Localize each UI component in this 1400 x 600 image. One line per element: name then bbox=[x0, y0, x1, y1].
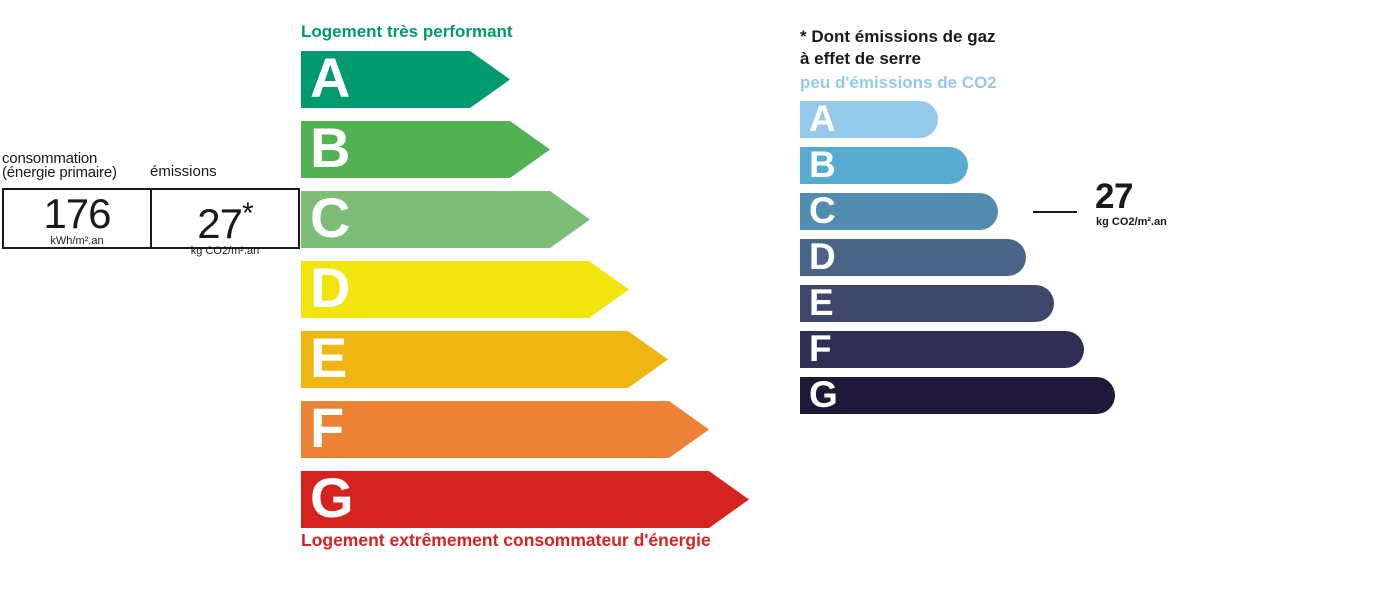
co2-indicator-line bbox=[1033, 211, 1077, 213]
co2-class-letter: F bbox=[809, 327, 832, 369]
co2-class-letter: C bbox=[809, 189, 836, 231]
energy-row-a: A bbox=[301, 51, 749, 108]
co2-row-a: A bbox=[800, 97, 1115, 139]
co2-bar-d: D bbox=[800, 235, 1026, 277]
consumption-unit: kWh/m².an bbox=[50, 235, 104, 247]
energy-row-d: D bbox=[301, 261, 749, 318]
co2-class-letter: A bbox=[809, 97, 836, 139]
energy-arrow-d: D bbox=[301, 261, 629, 318]
energy-arrow-a: A bbox=[301, 51, 510, 108]
co2-class-letter: B bbox=[809, 143, 836, 185]
energy-class-letter: C bbox=[310, 185, 351, 249]
co2-row-d: D bbox=[800, 235, 1115, 277]
co2-row-c: C bbox=[800, 189, 1115, 231]
consumption-label: consommation (énergie primaire) bbox=[2, 150, 117, 181]
co2-class-letter: D bbox=[809, 235, 836, 277]
energy-row-e: E bbox=[301, 331, 749, 388]
co2-indicator-unit: kg CO2/m².an bbox=[1096, 216, 1167, 228]
energy-class-letter: A bbox=[310, 45, 351, 109]
co2-bar-f: F bbox=[800, 327, 1084, 369]
emissions-value: 27* bbox=[197, 197, 254, 247]
energy-row-b: B bbox=[301, 121, 749, 178]
consumption-value: 176 bbox=[43, 190, 111, 237]
energy-class-letter: E bbox=[310, 325, 348, 389]
co2-bar-b: B bbox=[800, 143, 968, 185]
co2-header-line1: * Dont émissions de gaz bbox=[800, 27, 996, 46]
energy-arrow-f: F bbox=[301, 401, 709, 458]
consumption-label-line2: (énergie primaire) bbox=[2, 163, 117, 181]
co2-header: * Dont émissions de gaz à effet de serre bbox=[800, 26, 996, 70]
co2-class-letter: G bbox=[809, 373, 838, 415]
energy-arrow-b: B bbox=[301, 121, 550, 178]
co2-bar-c: C bbox=[800, 189, 998, 231]
co2-bar-a: A bbox=[800, 97, 938, 139]
co2-bar-e: E bbox=[800, 281, 1054, 323]
energy-row-g: G bbox=[301, 471, 749, 528]
emissions-cell: 27* kg CO2/m².an bbox=[152, 190, 298, 257]
energy-scale-title: Logement très performant bbox=[301, 22, 513, 41]
co2-row-e: E bbox=[800, 281, 1115, 323]
consumption-label-line1: consommation bbox=[2, 150, 98, 167]
consumption-cell: 176 kWh/m².an bbox=[4, 190, 152, 247]
energy-class-letter: G bbox=[310, 465, 354, 529]
energy-arrow-c: C bbox=[301, 191, 590, 248]
asterisk-mark: * bbox=[242, 197, 254, 230]
energy-class-letter: B bbox=[310, 115, 351, 179]
energy-row-c: C bbox=[301, 191, 749, 248]
co2-row-b: B bbox=[800, 143, 1115, 185]
values-box: 176 kWh/m².an 27* kg CO2/m².an bbox=[2, 188, 300, 257]
co2-subtitle: peu d'émissions de CO2 bbox=[800, 73, 997, 92]
co2-class-letter: E bbox=[809, 281, 834, 323]
co2-header-line2: à effet de serre bbox=[800, 49, 921, 68]
emissions-unit: kg CO2/m².an bbox=[190, 245, 260, 257]
emissions-label: émissions bbox=[150, 163, 217, 180]
energy-class-letter: D bbox=[310, 255, 351, 319]
energy-class-letter: F bbox=[310, 395, 345, 459]
energy-row-f: F bbox=[301, 401, 749, 458]
co2-indicator-value: 27 bbox=[1095, 177, 1133, 216]
energy-scale-footer: Logement extrêmement consommateur d'éner… bbox=[301, 530, 711, 550]
energy-arrow-e: E bbox=[301, 331, 668, 388]
co2-row-g: G bbox=[800, 373, 1115, 415]
co2-bar-g: G bbox=[800, 373, 1115, 415]
co2-row-f: F bbox=[800, 327, 1115, 369]
energy-arrow-g: G bbox=[301, 471, 749, 528]
